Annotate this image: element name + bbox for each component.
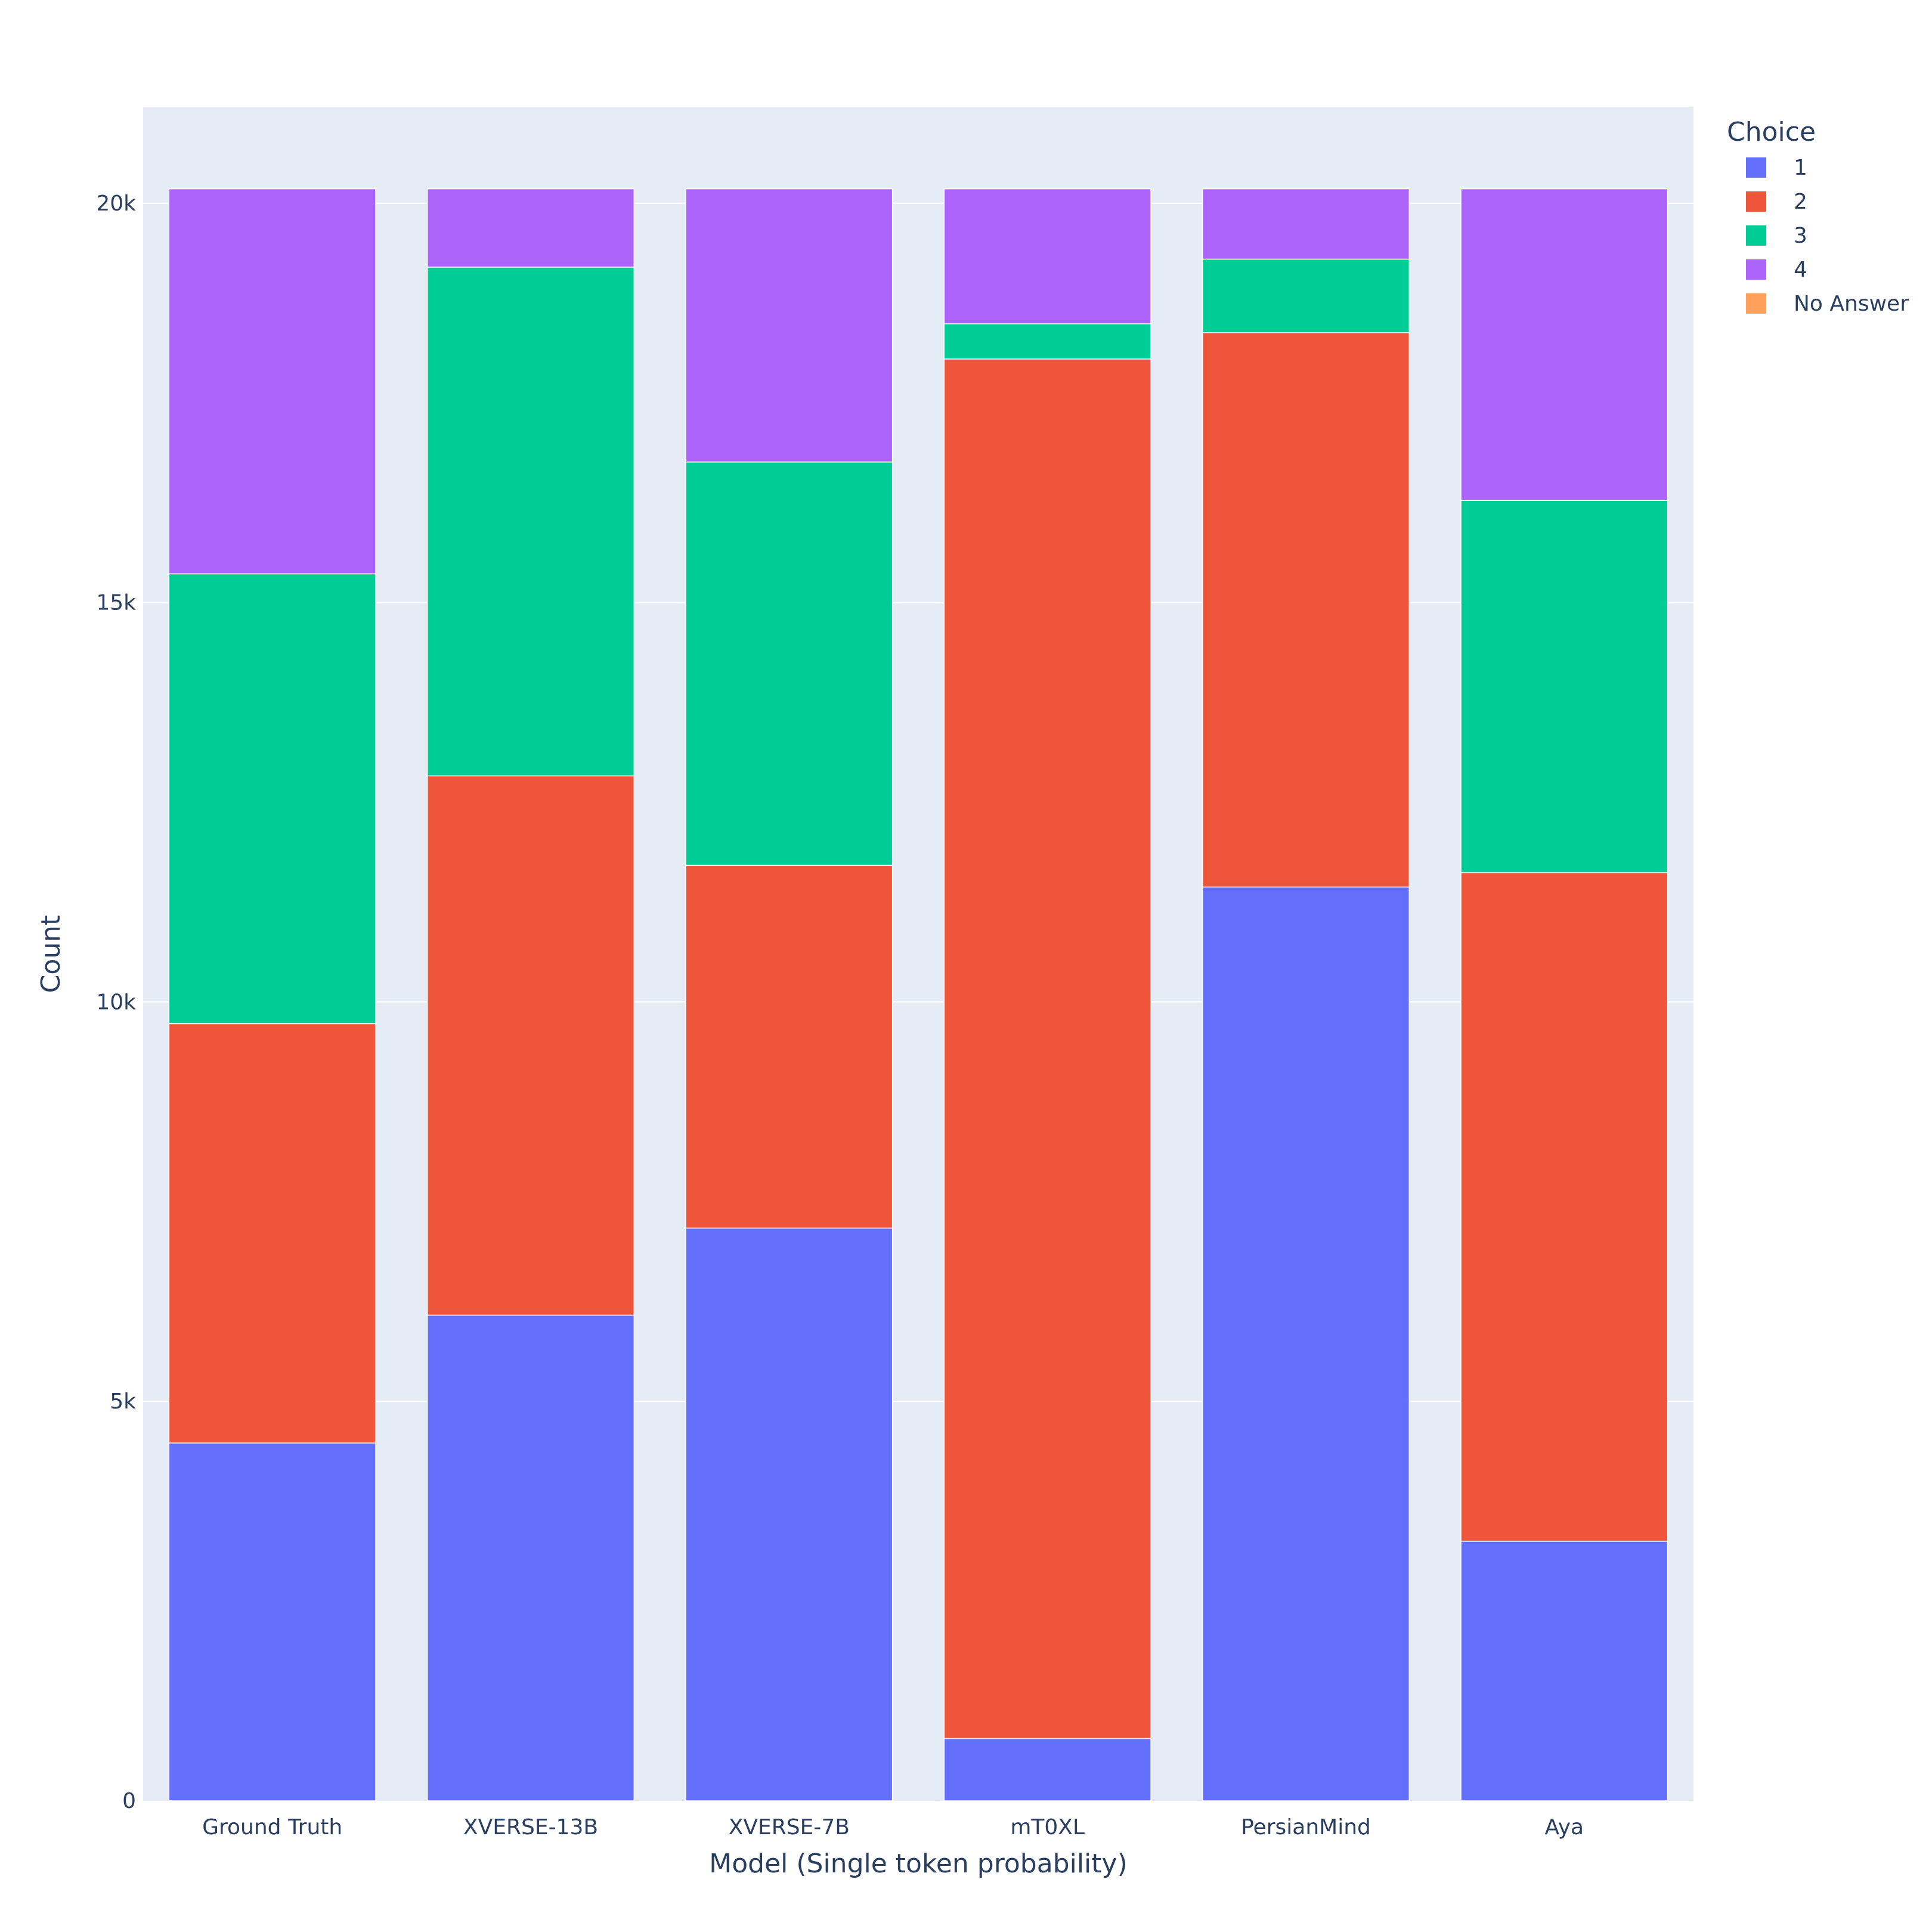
legend-swatch	[1746, 157, 1766, 178]
gridlines	[143, 202, 1693, 1402]
bar-xverse-7b-choice-3	[685, 462, 893, 866]
legend-label: 4	[1794, 258, 1807, 282]
bar-ground-truth-choice-4	[168, 188, 376, 575]
bar-aya-choice-3	[1460, 500, 1668, 874]
bar-mt0xl-choice-1	[943, 1738, 1151, 1801]
bar-mt0xl-choice-3	[943, 323, 1151, 360]
x-tick-label: XVERSE-7B	[729, 1815, 850, 1840]
x-tick-label: Ground Truth	[202, 1815, 342, 1840]
y-tick-label: 20k	[96, 191, 136, 216]
bar-aya-choice-2	[1460, 872, 1668, 1542]
x-tick-label: PersianMind	[1241, 1815, 1371, 1840]
x-tick-label: mT0XL	[1010, 1815, 1085, 1840]
legend: Choice 1 2 3 4 No Answer	[1727, 117, 1909, 316]
legend-swatch	[1746, 191, 1766, 212]
bar-persianmind-choice-4	[1202, 188, 1410, 260]
bar-ground-truth-choice-3	[168, 573, 376, 1024]
x-axis-title: Model (Single token probability)	[709, 1849, 1127, 1879]
bar-persianmind-choice-3	[1202, 258, 1410, 333]
bar-xverse-7b-choice-1	[685, 1227, 893, 1801]
bar-xverse-13b-choice-1	[426, 1314, 635, 1801]
y-tick-label: 0	[122, 1789, 136, 1813]
y-tick-label: 5k	[110, 1389, 136, 1414]
bars	[168, 188, 1668, 1801]
bar-aya-choice-4	[1460, 188, 1668, 501]
legend-swatch	[1746, 225, 1766, 246]
bar-xverse-7b-choice-2	[685, 865, 893, 1229]
bar-mt0xl-choice-4	[943, 188, 1151, 324]
bar-ground-truth-choice-2	[168, 1023, 376, 1444]
x-tick-label: XVERSE-13B	[463, 1815, 598, 1840]
bar-persianmind-choice-1	[1202, 886, 1410, 1801]
y-tick-label: 15k	[96, 591, 136, 615]
x-tick-label: Aya	[1545, 1815, 1584, 1840]
legend-label: 3	[1794, 224, 1807, 248]
legend-label: 1	[1794, 156, 1807, 180]
bar-xverse-13b-choice-2	[426, 775, 635, 1316]
legend-title: Choice	[1727, 117, 1816, 147]
bar-aya-choice-1	[1460, 1540, 1668, 1801]
bar-xverse-13b-choice-4	[426, 188, 635, 268]
legend-label: 2	[1794, 190, 1807, 214]
y-tick-label: 10k	[96, 990, 136, 1014]
bar-xverse-13b-choice-3	[426, 267, 635, 777]
legend-swatch	[1746, 259, 1766, 280]
bar-ground-truth-choice-1	[168, 1442, 376, 1801]
x-axis-ticks: Ground Truth XVERSE-13B XVERSE-7B mT0XL Pers…	[202, 1815, 1584, 1840]
bar-persianmind-choice-2	[1202, 332, 1410, 888]
bar-mt0xl-choice-2	[943, 358, 1151, 1739]
y-axis-title: Count	[36, 915, 66, 993]
y-axis-ticks: 0 5k 10k 15k 20k	[96, 191, 136, 1813]
bar-xverse-7b-choice-4	[685, 188, 893, 463]
legend-label: No Answer	[1794, 292, 1909, 316]
plot-background	[143, 107, 1693, 1801]
legend-swatch	[1746, 293, 1766, 314]
